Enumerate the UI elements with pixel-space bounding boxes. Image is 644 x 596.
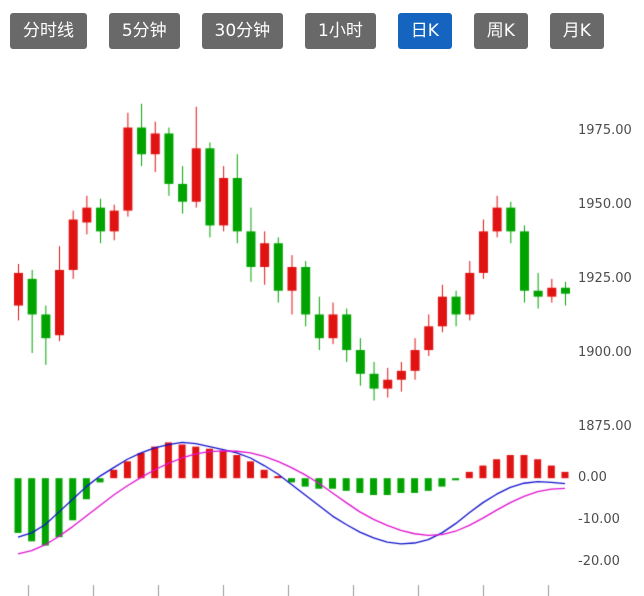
price-axis-label: 1875.00	[578, 419, 632, 435]
macd-axis-label: 0.00	[578, 470, 607, 486]
period-button-timeshare[interactable]: 分时线	[10, 13, 87, 50]
macd-axis-label: -10.00	[578, 512, 620, 528]
price-axis-label: 1950.00	[578, 196, 632, 212]
period-button-weekly-k[interactable]: 周K	[473, 13, 528, 50]
period-button-5min[interactable]: 5分钟	[108, 13, 180, 50]
period-toolbar: 分时线 5分钟 30分钟 1小时 日K 周K 月K	[10, 13, 604, 50]
price-axis-label: 1925.00	[578, 270, 632, 286]
period-button-30min[interactable]: 30分钟	[201, 13, 284, 50]
period-button-daily-k[interactable]: 日K	[397, 13, 452, 50]
price-axis-label: 1975.00	[578, 122, 632, 138]
price-axis-label: 1900.00	[578, 345, 632, 361]
period-button-monthly-k[interactable]: 月K	[549, 13, 604, 50]
macd-axis-label: -20.00	[578, 554, 620, 570]
period-button-1hour[interactable]: 1小时	[305, 13, 376, 50]
